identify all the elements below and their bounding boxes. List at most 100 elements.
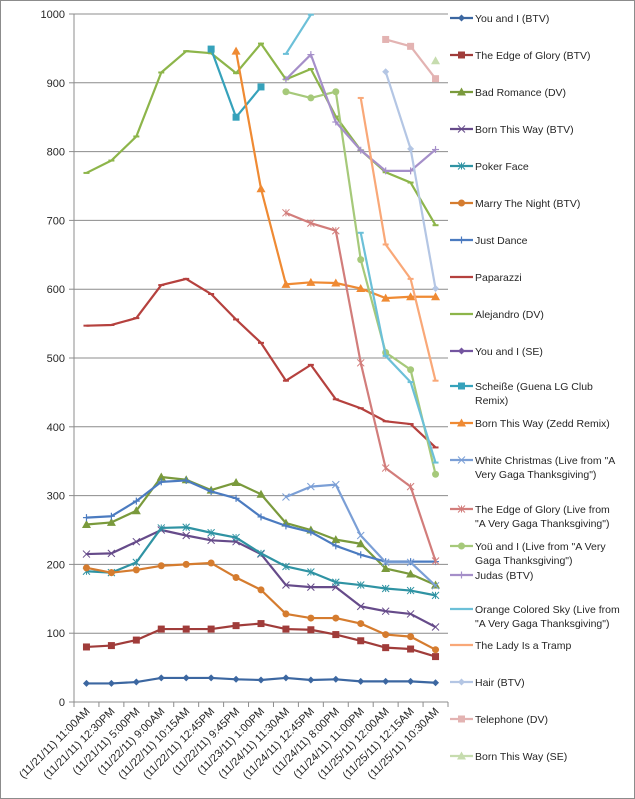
- data-point: [431, 292, 441, 301]
- legend-label: Gaga Thanksgiving"): [475, 555, 573, 567]
- x-axis-ticks: (11/21/11) 11:00AM(11/21/11) 12:30PM(11/…: [17, 702, 449, 782]
- data-point: [182, 674, 190, 682]
- legend-label: Born This Way (Zedd Remix): [475, 418, 610, 430]
- data-point: [306, 277, 316, 286]
- data-point: [407, 645, 415, 653]
- legend-label: Born This Way (BTV): [475, 124, 574, 136]
- legend-label: Very Gaga Thanksgiving"): [475, 469, 596, 481]
- data-point: [307, 51, 315, 59]
- data-point: [357, 677, 365, 685]
- y-tick-label: 200: [47, 559, 65, 571]
- legend-item: Yoü and I (Live from "A Very Gaga Thanksg…: [450, 541, 606, 567]
- y-tick-label: 400: [47, 422, 65, 434]
- data-point: [257, 83, 265, 91]
- data-point: [157, 478, 165, 486]
- data-point: [132, 566, 140, 574]
- data-point: [307, 568, 315, 576]
- data-point: [382, 35, 390, 43]
- data-point: [332, 675, 340, 683]
- data-point: [232, 113, 240, 121]
- series-telephone-dv: [382, 35, 440, 83]
- legend-label: Scheiße (Guena LG Club: [475, 381, 593, 393]
- data-point: [356, 284, 366, 293]
- data-point: [256, 489, 266, 498]
- data-point: [282, 625, 290, 633]
- data-point: [132, 678, 140, 686]
- legend-label: White Christmas (Live from "A: [475, 455, 615, 467]
- data-point: [82, 514, 90, 522]
- legend-marker: [458, 199, 465, 207]
- data-point: [107, 549, 116, 558]
- legend-marker: [457, 125, 466, 133]
- data-point: [182, 523, 191, 532]
- legend-label: Born This Way (SE): [475, 751, 567, 763]
- legend-marker: [458, 347, 465, 355]
- series-the-edge-of-glory-btv: [82, 620, 440, 661]
- data-point: [357, 620, 365, 628]
- data-point: [281, 279, 291, 288]
- legend-marker: [457, 456, 466, 464]
- data-point: [106, 517, 116, 526]
- legend-item: Born This Way (BTV): [450, 124, 574, 136]
- y-tick-label: 300: [47, 491, 65, 503]
- data-point: [406, 482, 415, 491]
- data-point: [332, 88, 340, 96]
- series-marry-the-night-btv: [82, 559, 440, 654]
- data-point: [432, 470, 440, 478]
- data-point: [257, 549, 265, 558]
- data-point: [382, 631, 390, 639]
- series-line: [359, 97, 437, 381]
- y-tick-label: 500: [47, 353, 65, 365]
- data-point: [207, 559, 215, 567]
- data-point: [331, 578, 340, 587]
- legend-item: The Edge of Glory (Live from "A Very Gaga…: [450, 504, 610, 530]
- data-point: [82, 550, 91, 558]
- data-point: [307, 626, 315, 634]
- data-point: [232, 622, 240, 630]
- legend-marker: [457, 505, 466, 513]
- legend-marker: [458, 715, 465, 723]
- data-point: [182, 560, 190, 568]
- data-point: [406, 569, 416, 578]
- series-line: [359, 232, 437, 463]
- data-point: [157, 625, 165, 633]
- legend-label: Just Dance: [475, 235, 528, 247]
- legend-label: The Edge of Glory (Live from: [475, 504, 610, 516]
- legend-marker: [458, 571, 465, 579]
- data-point: [157, 562, 165, 570]
- y-axis-ticks: 0 100 200 300 400 500 600 700 800 900 1000: [41, 9, 74, 709]
- data-point: [282, 208, 290, 217]
- series-born-this-way-btv: [82, 526, 440, 631]
- data-point: [356, 358, 365, 367]
- series-yo-and-i-live-from-a-very-gaga-thanksgiving: [282, 88, 440, 478]
- legend-label: Orange Colored Sky (Live from: [475, 604, 620, 616]
- y-tick-label: 0: [59, 697, 65, 709]
- data-point: [132, 636, 140, 644]
- legend-label: "A Very Gaga Thanksgiving"): [475, 618, 610, 630]
- legend-marker: [458, 14, 465, 22]
- data-point: [282, 674, 290, 682]
- data-point: [82, 564, 90, 572]
- legend-marker: [458, 542, 465, 550]
- legend-item: Poker Face: [450, 161, 529, 173]
- gridlines: [74, 13, 448, 634]
- data-point: [282, 522, 290, 530]
- data-point: [82, 679, 90, 687]
- legend-marker: [457, 162, 466, 170]
- data-point: [282, 581, 290, 589]
- data-point: [207, 536, 215, 545]
- legend-marker: [458, 382, 465, 390]
- data-point: [182, 625, 190, 633]
- data-point: [356, 531, 365, 540]
- legend-item: The Edge of Glory (BTV): [450, 50, 591, 62]
- data-point: [232, 573, 240, 581]
- legend-item: Judas (BTV): [450, 570, 533, 582]
- y-tick-label: 1000: [41, 9, 65, 21]
- data-point: [331, 535, 341, 544]
- series-white-christmas-live-from-a-very-gaga-thanksgiving: [282, 480, 440, 590]
- data-point: [331, 226, 340, 235]
- data-point: [381, 464, 390, 472]
- data-point: [431, 56, 441, 65]
- data-point: [407, 633, 415, 641]
